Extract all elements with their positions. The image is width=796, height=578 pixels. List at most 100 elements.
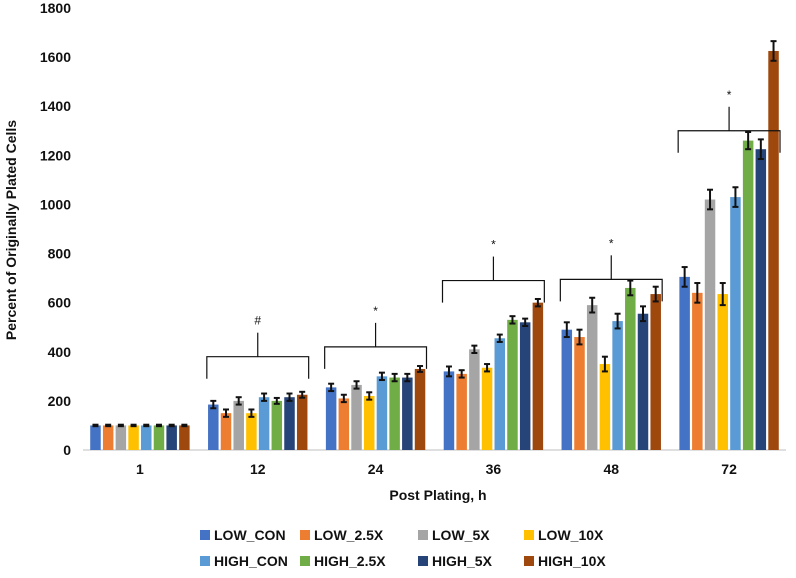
x-tick-label: 72 <box>721 461 737 477</box>
bar <box>363 395 375 450</box>
bar <box>258 397 270 450</box>
bar <box>296 394 308 450</box>
bar <box>389 377 400 450</box>
y-tick-label: 200 <box>48 393 72 409</box>
legend-item: HIGH_CON <box>200 553 288 569</box>
legend-item: HIGH_2.5X <box>300 553 386 569</box>
significance-bracket: # <box>206 314 310 379</box>
y-tick-label: 0 <box>63 442 71 458</box>
legend: LOW_CON LOW_2.5X LOW_5X LOW_10X HIGH_CON HIGH… <box>200 527 606 569</box>
bar <box>284 397 295 450</box>
bar <box>742 140 754 450</box>
x-tick-label: 12 <box>250 461 266 477</box>
legend-item: LOW_2.5X <box>300 527 384 543</box>
y-tick-label: 800 <box>48 246 72 262</box>
legend-swatch <box>418 556 428 566</box>
legend-swatch <box>300 530 310 540</box>
bracket-line <box>206 356 310 379</box>
bar <box>469 349 480 450</box>
bar <box>730 197 741 450</box>
bar <box>166 425 177 450</box>
bar <box>494 338 506 450</box>
significance-annotations: # * * * * <box>206 88 781 379</box>
y-tick-label: 1200 <box>40 147 71 163</box>
bar <box>179 425 190 450</box>
legend-swatch <box>200 556 210 566</box>
legend-swatch <box>300 556 310 566</box>
y-tick-label: 1800 <box>40 0 71 16</box>
legend-swatch <box>418 530 428 540</box>
legend-item: HIGH_10X <box>524 553 606 569</box>
bar <box>704 199 716 450</box>
legend-item: LOW_10X <box>524 527 604 543</box>
bar <box>679 276 690 450</box>
bar <box>325 387 337 450</box>
legend-label: LOW_2.5X <box>314 527 384 543</box>
bracket-line <box>324 346 428 369</box>
bracket-line <box>441 279 545 303</box>
x-tick-label: 24 <box>368 461 384 477</box>
y-tick-label: 1000 <box>40 196 71 212</box>
bar <box>351 384 362 450</box>
bar <box>692 292 703 450</box>
x-axis-title: Post Plating, h <box>389 487 486 503</box>
bar <box>586 305 598 450</box>
x-tick-label: 36 <box>486 461 502 477</box>
legend-label: HIGH_5X <box>432 553 493 569</box>
bar <box>755 149 767 450</box>
bar <box>637 313 649 450</box>
bar <box>90 425 101 450</box>
legend-label: HIGH_CON <box>214 553 288 569</box>
significance-symbol: * <box>373 304 378 318</box>
significance-bracket: * <box>559 236 663 302</box>
y-axis-title: Percent of Originally Plated Cells <box>3 120 19 340</box>
bar <box>561 329 573 450</box>
legend-item: LOW_5X <box>418 527 490 543</box>
bar <box>456 373 467 450</box>
bar <box>414 368 426 450</box>
legend-label: HIGH_10X <box>538 553 606 569</box>
bar <box>717 294 728 450</box>
y-tick-label: 600 <box>48 295 72 311</box>
bar <box>574 337 585 450</box>
x-tick-label: 1 <box>136 461 144 477</box>
bar <box>481 367 493 450</box>
bar <box>271 400 283 450</box>
bar <box>376 376 388 450</box>
bar <box>532 302 544 450</box>
bar <box>599 364 611 450</box>
significance-bracket: * <box>677 88 781 153</box>
legend-label: LOW_5X <box>432 527 490 543</box>
legend-label: HIGH_2.5X <box>314 553 386 569</box>
bar <box>115 425 127 450</box>
significance-bracket: * <box>324 304 428 369</box>
bar <box>625 287 636 450</box>
x-axis: 1 12 24 36 48 72 <box>83 449 786 477</box>
y-tick-label: 1600 <box>40 49 71 65</box>
y-tick-label: 400 <box>48 344 72 360</box>
legend-item: HIGH_5X <box>418 553 493 569</box>
error-bars <box>92 40 777 428</box>
bar <box>102 425 114 450</box>
y-axis: 0 200 400 600 800 1000 1200 1400 1600 1800 <box>40 0 71 458</box>
bar <box>768 50 779 450</box>
bar <box>246 413 257 450</box>
x-tick-label: 48 <box>603 461 619 477</box>
bar <box>443 371 455 450</box>
bars <box>90 50 779 450</box>
bar <box>128 425 139 450</box>
bar <box>338 398 350 450</box>
bar <box>650 294 661 450</box>
bar <box>507 319 518 450</box>
bar <box>233 400 244 450</box>
legend-label: LOW_CON <box>214 527 286 543</box>
y-tick-label: 1400 <box>40 98 71 114</box>
significance-symbol: * <box>491 238 496 252</box>
significance-symbol: * <box>609 236 614 250</box>
bracket-line <box>559 278 663 302</box>
bar <box>153 425 165 450</box>
legend-swatch <box>524 556 534 566</box>
legend-item: LOW_CON <box>200 527 286 543</box>
bar <box>208 404 219 450</box>
legend-label: LOW_10X <box>538 527 604 543</box>
